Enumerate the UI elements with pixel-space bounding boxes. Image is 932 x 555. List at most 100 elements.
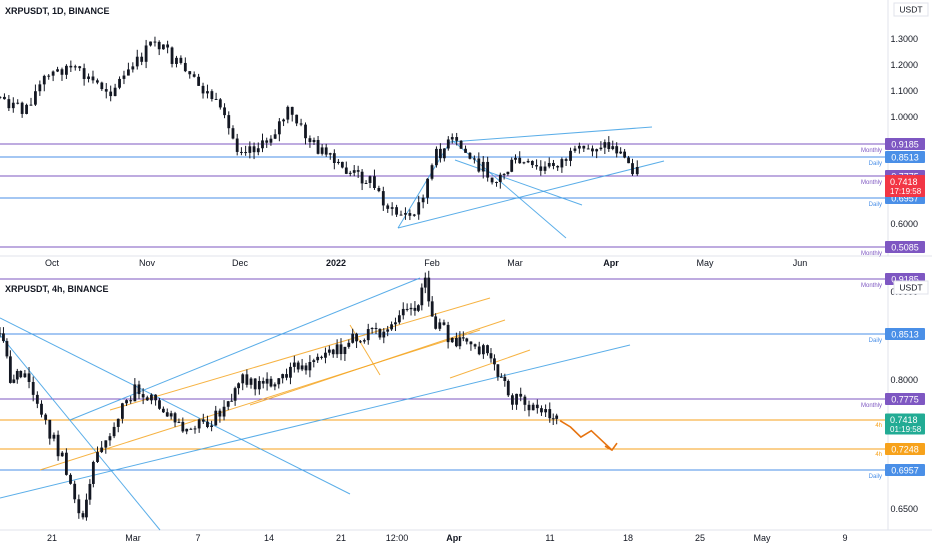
- candle-body: [292, 362, 296, 367]
- candle-body: [477, 346, 481, 355]
- candle-body: [226, 401, 230, 407]
- y-tick-label: 0.6500: [890, 504, 918, 514]
- candle-body: [430, 301, 434, 317]
- candle-body: [185, 428, 189, 432]
- candle-body: [273, 134, 277, 139]
- candle-body: [339, 344, 343, 355]
- candle-body: [564, 159, 568, 161]
- candle-body: [409, 307, 413, 310]
- level-label: Daily: [869, 338, 882, 344]
- level-label: Monthly: [861, 180, 882, 186]
- x-tick-label: Mar: [507, 258, 523, 268]
- last-price-value: 0.7418: [890, 177, 918, 187]
- level-price-text: 0.7248: [891, 445, 919, 455]
- candle-body: [442, 148, 446, 159]
- last-price-value: 0.7418: [890, 415, 918, 425]
- candle-body: [599, 147, 603, 150]
- candle-body: [253, 378, 257, 390]
- candle-body: [64, 452, 68, 475]
- candle-body: [170, 47, 174, 64]
- candle-body: [320, 147, 324, 154]
- candle-body: [373, 176, 376, 189]
- candle-body: [192, 74, 196, 77]
- candle-body: [48, 419, 52, 439]
- candle-body: [65, 65, 68, 75]
- candle-body: [20, 102, 24, 114]
- candle-body: [235, 138, 239, 152]
- candle-body: [635, 166, 639, 175]
- candle-body: [286, 106, 290, 120]
- candle-body: [364, 182, 368, 184]
- candle-body: [551, 418, 555, 420]
- candle-body: [183, 62, 187, 72]
- candle-body: [450, 337, 454, 343]
- candle-body: [426, 178, 429, 198]
- candle-body: [486, 161, 490, 178]
- candle-body: [495, 181, 498, 183]
- candle-body: [420, 287, 424, 306]
- candle-body: [112, 426, 116, 437]
- candle-body: [73, 66, 77, 68]
- level-label: Monthly: [861, 251, 882, 257]
- x-tick-label: 11: [545, 533, 554, 543]
- level-price-text: 0.8513: [891, 153, 919, 163]
- candle-body: [100, 82, 104, 90]
- level-price-badge: [885, 138, 925, 150]
- candle-body: [231, 128, 235, 139]
- x-tick-label: Apr: [446, 533, 462, 543]
- candle-body: [631, 163, 634, 175]
- candle-body: [543, 166, 547, 171]
- candle-body: [149, 41, 152, 46]
- candle-body: [472, 158, 476, 160]
- candle-body: [366, 329, 370, 341]
- candle-body: [360, 171, 364, 184]
- candle-body: [603, 142, 607, 148]
- candle-body: [514, 157, 517, 160]
- chart-title: XRPUSDT, 4h, BINANCE: [5, 284, 109, 294]
- level-label: Daily: [869, 202, 882, 208]
- candle-body: [133, 384, 137, 402]
- candle-body: [23, 373, 27, 378]
- last-price-countdown: 17:19:58: [890, 187, 922, 196]
- candle-body: [390, 324, 393, 330]
- candle-body: [556, 166, 560, 168]
- candle-body: [252, 146, 256, 153]
- candle-body: [118, 78, 121, 88]
- candle-body: [397, 315, 401, 323]
- level-price-badge: [885, 464, 925, 476]
- candle-body: [0, 333, 2, 335]
- y-tick-label: 1.0000: [890, 112, 918, 122]
- candle-body: [552, 162, 555, 167]
- trend-line: [0, 317, 351, 495]
- y-tick-label: 1.3000: [890, 34, 918, 44]
- candle-body: [320, 356, 323, 358]
- candle-body: [438, 148, 442, 159]
- candle-body: [539, 166, 543, 171]
- candle-body: [244, 152, 248, 154]
- candle-body: [586, 148, 590, 150]
- candle-body: [461, 337, 465, 339]
- candle-body: [489, 353, 493, 359]
- candle-body: [627, 157, 630, 164]
- candle-body: [121, 403, 124, 419]
- candle-body: [531, 404, 535, 411]
- candle-body: [131, 66, 135, 70]
- candle-body: [386, 329, 390, 332]
- candle-body: [368, 176, 372, 183]
- candle-body: [535, 165, 538, 167]
- chart-pane-1d: Monthly0.9185Daily0.8513Monthly0.7775Dai…: [0, 0, 932, 268]
- candle-body: [289, 366, 292, 378]
- candle-body: [540, 408, 543, 413]
- level-label: Monthly: [861, 403, 882, 409]
- candle-body: [481, 345, 485, 355]
- projection-path: [559, 420, 613, 451]
- candle-body: [218, 99, 222, 108]
- candle-body: [256, 148, 260, 153]
- candle-body: [69, 65, 73, 68]
- candle-body: [25, 104, 28, 114]
- candle-body: [44, 414, 48, 420]
- currency-badge: [893, 2, 929, 17]
- y-tick-label: 0.6000: [890, 219, 918, 229]
- candle-body: [5, 341, 9, 357]
- candle-body: [548, 409, 552, 419]
